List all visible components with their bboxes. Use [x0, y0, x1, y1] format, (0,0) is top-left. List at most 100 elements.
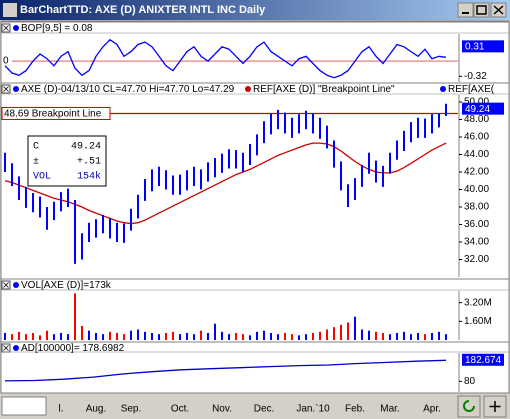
x-tick-label: Aug.	[86, 404, 107, 415]
volume-bar	[361, 329, 363, 340]
last-value-label: 0.31	[465, 41, 485, 52]
volume-bar	[74, 293, 76, 340]
window-title: BarChartTTD: AXE (D) ANIXTER INTL INC Da…	[20, 4, 266, 16]
volume-bar	[284, 333, 286, 340]
indicator-line	[4, 38, 447, 79]
indicator-line	[4, 359, 447, 382]
volume-bar	[368, 330, 370, 340]
volume-bar	[116, 333, 118, 340]
volume-bar	[424, 334, 426, 340]
volume-bar	[214, 323, 216, 340]
legend-dot	[13, 25, 19, 31]
breakpoint-label-box	[1, 106, 111, 120]
volume-bar	[319, 331, 321, 340]
volume-bar	[109, 331, 111, 340]
app-icon	[3, 3, 17, 17]
volume-bar	[333, 327, 335, 340]
info-label: C	[33, 142, 39, 153]
volume-bar	[25, 334, 27, 340]
volume-bar	[242, 334, 244, 340]
y-tick-label: 34.00	[464, 237, 489, 248]
x-tick-label: l.	[59, 404, 64, 415]
info-value: 154k	[77, 171, 101, 183]
last-value-label: 182.674	[465, 355, 502, 366]
panel-close-x	[3, 25, 9, 31]
info-value: +.51	[77, 157, 101, 168]
volume-bar	[46, 330, 48, 340]
volume-bar	[235, 333, 237, 340]
y-tick-label: 3.20M	[464, 297, 492, 308]
volume-bar	[158, 334, 160, 340]
y-tick-label: -0.32	[464, 71, 487, 82]
volume-bar	[95, 333, 97, 340]
x-tick-label: Feb.	[345, 404, 365, 415]
x-tick-label: Jan.`10	[296, 403, 330, 415]
ref-label: REF[AXE (D)] "Breakpoint Line"	[253, 84, 395, 95]
refresh-button[interactable]	[457, 395, 481, 418]
x-tick-label: Mar.	[380, 404, 399, 415]
volume-bar	[193, 334, 195, 340]
volume-bar	[221, 331, 223, 340]
volume-bar	[410, 334, 412, 340]
volume-bar	[144, 331, 146, 340]
left-tick-label: 0	[3, 56, 9, 67]
volume-bar	[11, 334, 13, 340]
date-input[interactable]	[1, 396, 47, 416]
x-tick-label: Oct.	[171, 404, 189, 415]
y-tick-label: 32.00	[464, 254, 489, 265]
volume-bar	[249, 335, 251, 340]
volume-bar	[291, 334, 293, 340]
y-tick-label: 42.00	[464, 167, 489, 178]
volume-bar	[403, 331, 405, 340]
volume-bar	[53, 334, 55, 340]
legend-dot	[13, 86, 19, 92]
last-value-marker	[462, 40, 504, 53]
volume-bar	[60, 333, 62, 340]
panel-close-x	[3, 282, 9, 288]
last-value-label: 49.24	[465, 104, 490, 115]
last-value-marker	[462, 102, 504, 115]
y-tick-label: 46.00	[464, 132, 489, 143]
info-value: 49.24	[71, 142, 101, 153]
minimize-button[interactable]	[457, 2, 474, 18]
x-tick-label: Dec.	[254, 404, 275, 415]
volume-bar	[347, 322, 349, 340]
volume-bar	[228, 334, 230, 340]
title-bar	[0, 0, 510, 20]
legend-dot	[13, 345, 19, 351]
volume-bar	[172, 331, 174, 340]
volume-bar	[200, 330, 202, 340]
volume-bar	[382, 333, 384, 340]
info-label: VOL	[33, 172, 51, 183]
volume-bar	[137, 329, 139, 340]
y-tick-label: 50.00	[464, 97, 489, 108]
breakpoint-label: 48.69 Breakpoint Line	[4, 109, 102, 120]
legend-dot	[13, 282, 19, 288]
volume-bar	[298, 335, 300, 340]
volume-bar	[354, 316, 356, 340]
window-buttons[interactable]	[457, 2, 507, 18]
volume-bar	[396, 333, 398, 340]
y-tick-label: 36.00	[464, 219, 489, 230]
legend-dot	[440, 86, 446, 92]
volume-bar	[39, 335, 41, 340]
last-value-marker	[462, 353, 504, 366]
volume-bar	[438, 331, 440, 340]
volume-bar	[151, 333, 153, 340]
y-tick-label: 1.60M	[464, 316, 492, 327]
volume-bar	[270, 333, 272, 340]
volume-bar	[375, 331, 377, 340]
y-tick-label: 80	[464, 376, 476, 387]
panel-header: VOL[AXE (D)]=173k	[21, 280, 112, 291]
panel-close-x	[3, 86, 9, 92]
volume-bar	[256, 331, 258, 340]
volume-bar	[165, 333, 167, 340]
info-label: ±	[33, 157, 39, 168]
volume-bar	[123, 334, 125, 340]
volume-bar	[207, 333, 209, 340]
y-tick-label: 38.00	[464, 202, 489, 213]
volume-bar	[18, 331, 20, 340]
ref-label: REF[AXE(	[448, 84, 495, 95]
volume-bar	[81, 326, 83, 340]
